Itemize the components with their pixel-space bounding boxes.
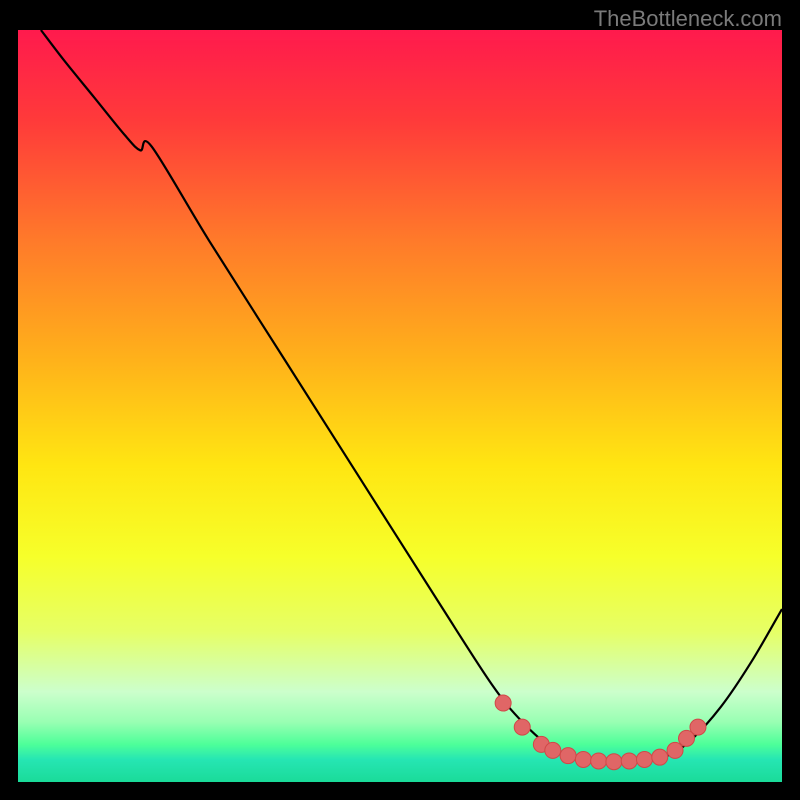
curve-marker bbox=[575, 751, 591, 767]
curve-marker bbox=[667, 742, 683, 758]
curve-marker bbox=[591, 753, 607, 769]
curve-marker bbox=[560, 748, 576, 764]
curve-marker bbox=[690, 719, 706, 735]
watermark-text: TheBottleneck.com bbox=[594, 6, 782, 32]
curve-marker bbox=[621, 753, 637, 769]
bottleneck-chart bbox=[0, 0, 800, 800]
curve-marker bbox=[636, 751, 652, 767]
curve-marker bbox=[514, 719, 530, 735]
curve-marker bbox=[495, 695, 511, 711]
curve-marker bbox=[545, 742, 561, 758]
curve-marker bbox=[606, 754, 622, 770]
curve-marker bbox=[652, 749, 668, 765]
